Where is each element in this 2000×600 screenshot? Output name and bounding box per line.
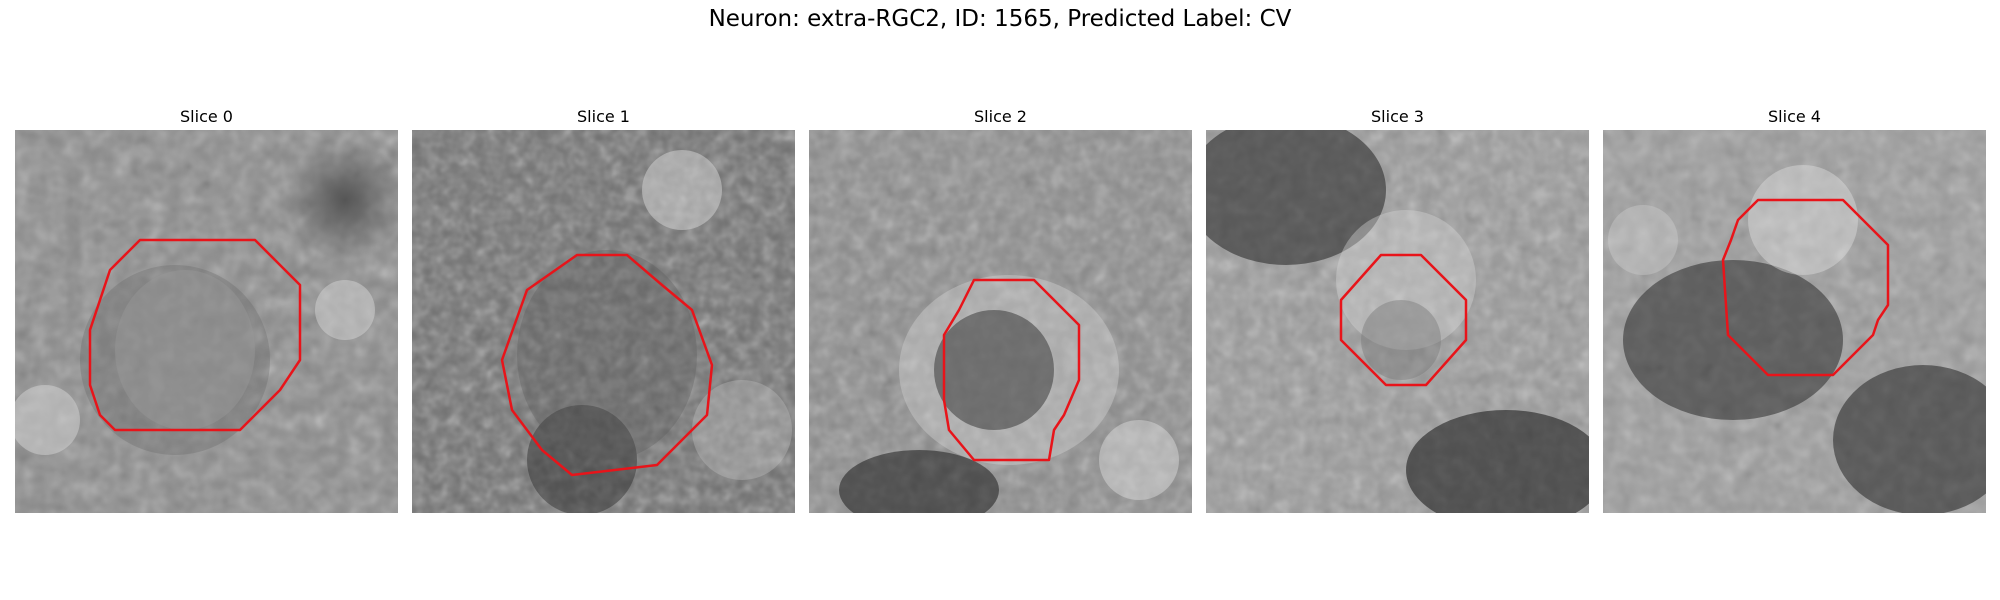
slice-panel-4: Slice 4 [1603,104,1986,513]
slice-panel-1: Slice 1 [412,104,795,513]
slice-panel-2: Slice 2 [809,104,1192,513]
slice-image-1 [412,130,795,513]
slice-title-3: Slice 3 [1371,107,1424,126]
slice-image-0 [15,130,398,513]
slice-panel-0: Slice 0 [15,104,398,513]
figure-title: Neuron: extra-RGC2, ID: 1565, Predicted … [708,6,1292,32]
slice-image-3 [1206,130,1589,513]
slice-panel-3: Slice 3 [1206,104,1589,513]
slice-title-1: Slice 1 [577,107,630,126]
slice-title-4: Slice 4 [1768,107,1821,126]
slice-image-4 [1603,130,1986,513]
slice-image-2 [809,130,1192,513]
slice-title-0: Slice 0 [180,107,233,126]
slice-title-2: Slice 2 [974,107,1027,126]
